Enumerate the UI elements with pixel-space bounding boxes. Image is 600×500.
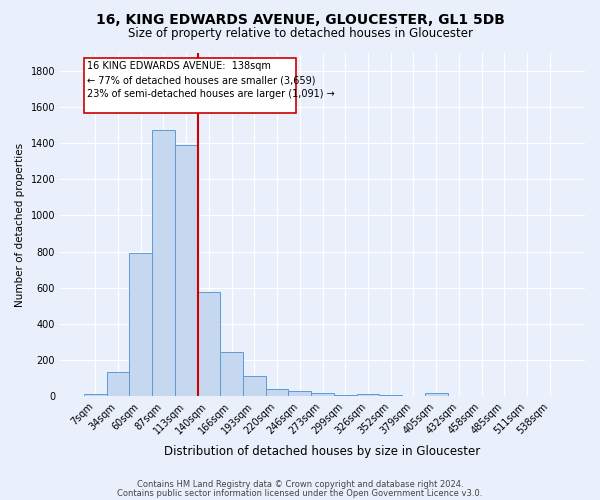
Bar xyxy=(425,393,448,396)
Y-axis label: Number of detached properties: Number of detached properties xyxy=(15,142,25,306)
Bar xyxy=(311,393,334,396)
Bar xyxy=(175,145,197,397)
Text: Contains HM Land Registry data © Crown copyright and database right 2024.: Contains HM Land Registry data © Crown c… xyxy=(137,480,463,489)
Text: Size of property relative to detached houses in Gloucester: Size of property relative to detached ho… xyxy=(128,28,473,40)
Bar xyxy=(243,376,266,396)
Bar xyxy=(152,130,175,396)
Bar xyxy=(220,352,243,397)
Text: 16, KING EDWARDS AVENUE, GLOUCESTER, GL1 5DB: 16, KING EDWARDS AVENUE, GLOUCESTER, GL1… xyxy=(95,12,505,26)
Bar xyxy=(266,389,289,396)
Bar xyxy=(197,292,220,397)
X-axis label: Distribution of detached houses by size in Gloucester: Distribution of detached houses by size … xyxy=(164,444,481,458)
Bar xyxy=(334,394,356,396)
Bar xyxy=(356,394,379,396)
Text: 16 KING EDWARDS AVENUE:  138sqm
← 77% of detached houses are smaller (3,659)
23%: 16 KING EDWARDS AVENUE: 138sqm ← 77% of … xyxy=(86,60,334,100)
Bar xyxy=(84,394,107,396)
FancyBboxPatch shape xyxy=(85,58,296,113)
Text: Contains public sector information licensed under the Open Government Licence v3: Contains public sector information licen… xyxy=(118,488,482,498)
Bar xyxy=(289,392,311,396)
Bar xyxy=(130,254,152,396)
Bar xyxy=(379,394,402,396)
Bar xyxy=(107,372,130,396)
